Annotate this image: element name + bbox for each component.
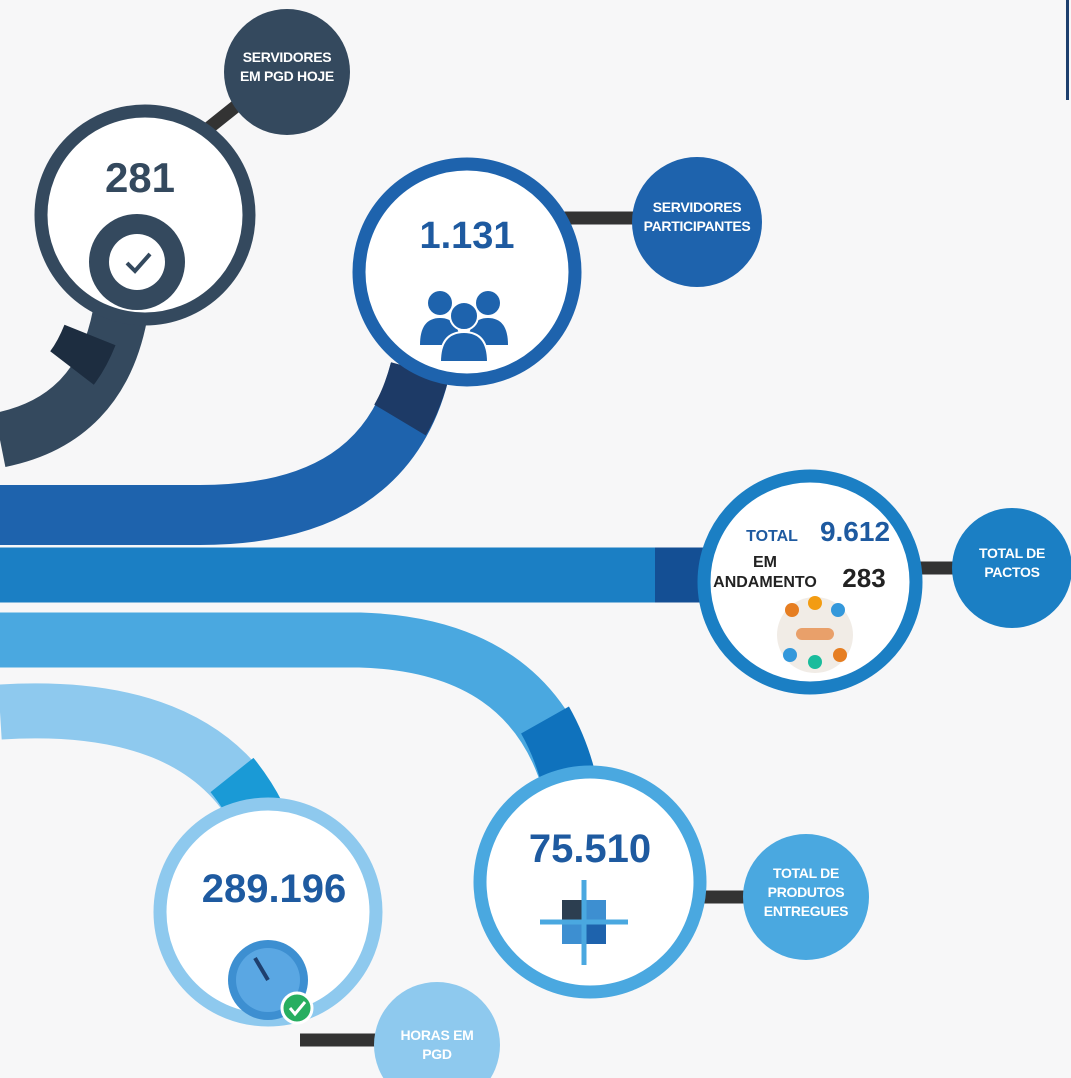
ongoing-value: 283 bbox=[842, 563, 885, 593]
metric-5: 289.196 bbox=[160, 804, 376, 1023]
pipe-joint bbox=[400, 370, 420, 420]
label-line: SERVIDORES bbox=[243, 49, 332, 65]
label-line: TOTAL DE bbox=[773, 865, 839, 881]
label-line: PRODUTOS bbox=[768, 884, 845, 900]
label-line: PACTOS bbox=[984, 564, 1039, 580]
metric-3-label: TOTAL DE PACTOS bbox=[952, 508, 1071, 628]
metric-value: 1.131 bbox=[419, 215, 514, 257]
label-line: TOTAL DE bbox=[979, 545, 1045, 561]
label-line: HORAS EM bbox=[400, 1027, 473, 1043]
metric-2: 1.131 bbox=[359, 164, 575, 380]
infographic: SERVIDORES EM PGD HOJE SERVIDORES PARTICIP… bbox=[0, 0, 1071, 1078]
edge-bar bbox=[1066, 0, 1069, 100]
label-line: ANDAMENTO bbox=[713, 574, 817, 591]
total-value: 9.612 bbox=[820, 516, 890, 547]
handshake-icon bbox=[777, 596, 853, 673]
metric-value: 75.510 bbox=[529, 827, 651, 871]
metric-1-label: SERVIDORES EM PGD HOJE bbox=[224, 9, 350, 135]
metric-value: 289.196 bbox=[202, 867, 347, 911]
pipe-joint bbox=[72, 335, 90, 368]
label-line: EM PGD HOJE bbox=[240, 68, 334, 84]
label-line: PGD bbox=[422, 1046, 452, 1062]
metric-4: 75.510 bbox=[480, 772, 700, 992]
label-line: EM bbox=[753, 554, 777, 571]
label-line: SERVIDORES bbox=[653, 199, 742, 215]
metric-2-label: SERVIDORES PARTICIPANTES bbox=[632, 157, 762, 287]
metric-value: 281 bbox=[105, 154, 175, 201]
label-line: PARTICIPANTES bbox=[644, 218, 751, 234]
metric-4-label: TOTAL DE PRODUTOS ENTREGUES bbox=[743, 834, 869, 960]
label-line: ENTREGUES bbox=[764, 903, 848, 919]
page: SERVIDORES EM PGD HOJE SERVIDORES PARTICIP… bbox=[0, 0, 1071, 1078]
metric-3: TOTAL 9.612 EM ANDAMENTO 283 bbox=[704, 476, 916, 688]
metric-1: 281 bbox=[41, 111, 249, 319]
total-label: TOTAL bbox=[746, 528, 798, 545]
